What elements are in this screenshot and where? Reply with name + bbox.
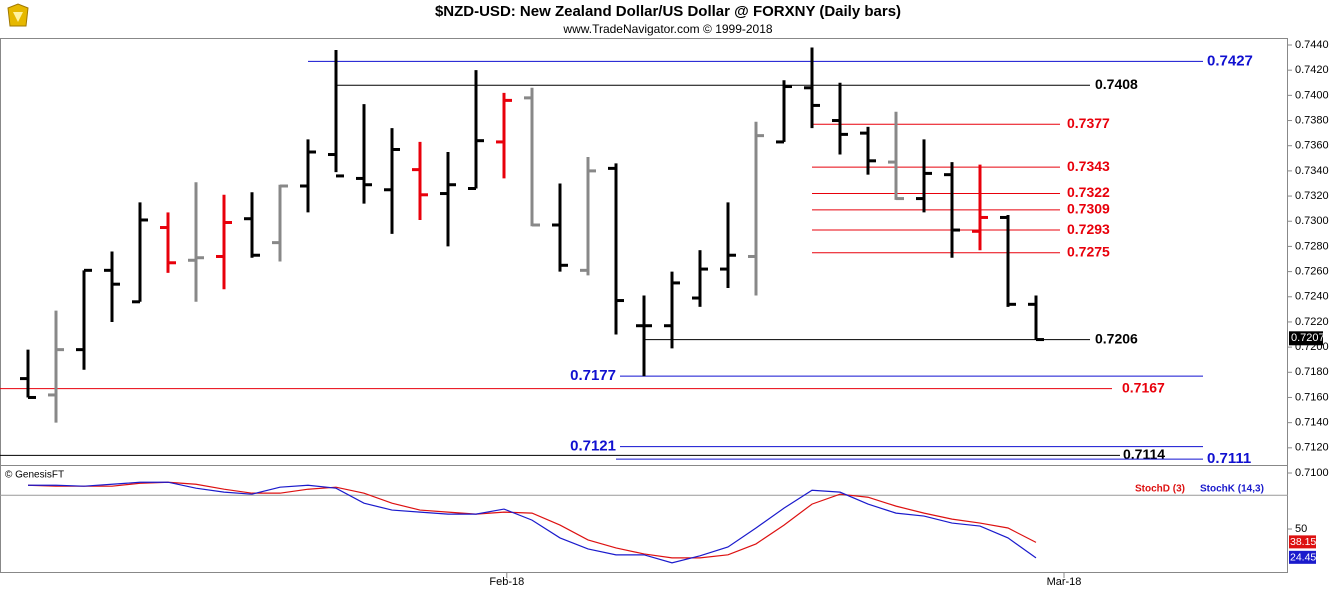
last-value-label: 24.45 <box>1290 552 1316 564</box>
level-label: 0.7121 <box>570 438 616 455</box>
level-label: 0.7427 <box>1207 52 1253 69</box>
x-tick-label: Feb-18 <box>489 576 524 588</box>
y-tick-label: 0.7160 <box>1295 391 1329 403</box>
y-tick-label: 0.7380 <box>1295 114 1329 126</box>
level-label: 0.7275 <box>1067 243 1110 259</box>
y-tick-label: 0.7340 <box>1295 165 1329 177</box>
y-tick-label: 50 <box>1295 523 1307 535</box>
y-tick-label: 0.7220 <box>1295 316 1329 328</box>
level-label: 0.7377 <box>1067 115 1110 131</box>
level-label: 0.7293 <box>1067 221 1110 237</box>
level-label: 0.7167 <box>1122 379 1165 395</box>
legend-entry: StochK (14,3) <box>1200 484 1264 495</box>
chart-subtitle: www.TradeNavigator.com © 1999-2018 <box>562 22 772 36</box>
y-tick-label: 0.7260 <box>1295 265 1329 277</box>
y-tick-label: 0.7300 <box>1295 215 1329 227</box>
y-tick-label: 0.7100 <box>1295 467 1329 479</box>
y-tick-label: 0.7280 <box>1295 240 1329 252</box>
x-tick-label: Mar-18 <box>1047 576 1082 588</box>
chart-title: $NZD-USD: New Zealand Dollar/US Dollar @… <box>435 3 901 20</box>
last-price-label: 0.7207 <box>1291 332 1325 344</box>
logo <box>7 3 29 27</box>
last-price-box <box>1289 331 1323 346</box>
plot-frame <box>0 38 1288 573</box>
y-tick-label: 0.7120 <box>1295 442 1329 454</box>
y-tick-label: 0.7440 <box>1295 39 1329 51</box>
level-label: 0.7309 <box>1067 201 1110 217</box>
level-label: 0.7206 <box>1095 330 1138 346</box>
y-tick-label: 0.7240 <box>1295 291 1329 303</box>
level-label: 0.7111 <box>1207 450 1251 467</box>
last-value-box <box>1289 535 1316 549</box>
level-label: 0.7322 <box>1067 184 1110 200</box>
y-tick-label: 0.7140 <box>1295 417 1329 429</box>
last-value-label: 38.15 <box>1290 536 1316 548</box>
last-value-box <box>1289 550 1316 564</box>
y-tick-label: 0.7360 <box>1295 140 1329 152</box>
level-label: 0.7343 <box>1067 158 1110 174</box>
source-note: © GenesisFT <box>5 470 64 481</box>
level-label: 0.7177 <box>570 367 616 384</box>
y-tick-label: 0.7420 <box>1295 64 1329 76</box>
level-label: 0.7114 <box>1123 446 1165 462</box>
y-tick-label: 0.7400 <box>1295 89 1329 101</box>
stoch-line <box>28 481 1037 564</box>
y-tick-label: 0.7320 <box>1295 190 1329 202</box>
stoch-line <box>27 481 1037 559</box>
y-tick-label: 0.7180 <box>1295 366 1329 378</box>
level-label: 0.7408 <box>1095 76 1138 92</box>
legend-entry: StochD (3) <box>1135 484 1185 495</box>
